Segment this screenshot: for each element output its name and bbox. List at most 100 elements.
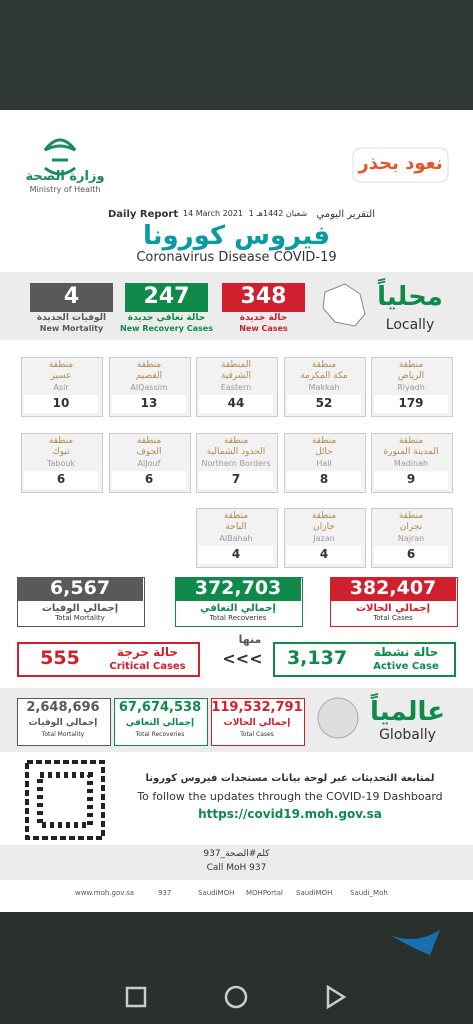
region-value: 179	[398, 396, 424, 410]
region-line1: منطقة	[48, 436, 74, 446]
top-bar	[0, 0, 473, 110]
social-handle: www.moh.gov.sa	[75, 889, 135, 897]
global-label-en: Total Cases	[240, 731, 274, 738]
critical-en: Critical Cases	[109, 661, 186, 672]
region-value: 44	[227, 396, 245, 410]
stat-box	[125, 283, 208, 312]
region-value: 13	[140, 396, 158, 410]
stat-label-en: New Cases	[239, 324, 288, 333]
social-handle: SaudiMOH	[198, 889, 235, 897]
stat-label-en: New Recovery Cases	[120, 324, 213, 333]
region-en: Northern Borders	[201, 459, 271, 468]
stat-value: 247	[143, 284, 190, 309]
stat-label-ar: حالة تعافي جديدة	[127, 313, 206, 323]
region-value-box	[199, 395, 273, 413]
call-ar: كلم#الصحة_937	[203, 849, 270, 859]
critical-box	[17, 642, 200, 677]
region-line2: الحدود الشمالية	[206, 447, 266, 457]
global-label-ar: إجمالي التعافي	[125, 718, 195, 728]
region-line2: حائل	[315, 447, 333, 457]
active-en: Active Case	[373, 661, 439, 672]
region-value: 9	[406, 472, 416, 486]
total-label-en: Total Cases	[373, 614, 413, 622]
region-line2: المدينة المنورة	[383, 447, 439, 457]
region-value-box	[199, 471, 273, 489]
region-value: 4	[319, 547, 329, 561]
region-value: 7	[231, 472, 241, 486]
social-handle: Saudi_Moh	[350, 889, 388, 897]
stat-value: 4	[63, 284, 80, 309]
global-value: 2,648,696	[26, 700, 100, 715]
region-line2: القصيم	[135, 371, 163, 381]
local-label-ar: محلياً	[377, 282, 443, 312]
global-label-en: Globally	[379, 727, 436, 743]
region-en: Hail	[316, 459, 332, 468]
region-line1: منطقة	[398, 436, 424, 446]
global-label-ar: إجمالي الوفيات	[28, 718, 98, 728]
stat-label-ar: حالة جديدة	[239, 313, 288, 323]
social-handle: SaudiMOH	[296, 889, 333, 897]
total-label-en: Total Mortality	[55, 614, 105, 622]
title-en: Coronavirus Disease COVID-19	[136, 250, 337, 265]
region-en: Makkah	[308, 383, 340, 392]
region-line1: منطقة	[136, 360, 162, 370]
stat-box	[30, 283, 113, 312]
region-value-box	[374, 471, 448, 489]
report-en: Daily Report	[108, 209, 179, 220]
call-en: Call MoH 937	[206, 863, 267, 873]
social-handle: 937	[158, 889, 172, 897]
active-value: 3,137	[286, 647, 348, 669]
region-value: 4	[231, 547, 241, 561]
stat-box	[222, 283, 305, 312]
region-line2: عسير	[50, 371, 72, 381]
global-label-en: Total Recoveries	[135, 731, 185, 738]
total-head	[330, 577, 456, 601]
region-line2: مكة المكرمة	[300, 371, 348, 381]
region-value-box	[24, 471, 98, 489]
region-line2: الشرقية	[220, 371, 252, 381]
region-line2: جازان	[313, 522, 335, 532]
region-en: AlJouf	[137, 459, 161, 468]
region-en: Jazan	[313, 534, 335, 543]
region-line1: منطقة	[398, 511, 424, 521]
region-value-box	[287, 546, 361, 564]
region-en: Eastern	[220, 383, 252, 392]
region-value-box	[112, 395, 186, 413]
critical-ar: حالة حرجة	[116, 645, 179, 659]
global-box	[114, 698, 208, 746]
total-label-en: Total Recoveries	[209, 614, 267, 622]
region-line2: الباحة	[225, 522, 247, 532]
region-line2: الجوف	[136, 447, 162, 457]
total-head	[175, 577, 301, 601]
of-which: منها	[238, 633, 262, 646]
url: https://covid19.moh.gov.sa	[198, 807, 382, 821]
region-en: AlBahah	[219, 534, 253, 543]
nav-bar	[0, 912, 473, 1024]
follow-en: To follow the updates through the COVID-…	[137, 790, 443, 803]
region-en: Riyadh	[397, 383, 425, 392]
stat-value: 348	[240, 284, 287, 309]
region-value: 52	[315, 396, 333, 410]
region-line1: منطقة	[398, 360, 424, 370]
region-en: Madinah	[393, 459, 429, 468]
region-value: 10	[52, 396, 70, 410]
region-en: Najran	[397, 534, 425, 543]
critical-value: 555	[40, 647, 80, 669]
region-value-box	[287, 395, 361, 413]
region-line1: منطقة	[223, 436, 249, 446]
total-head	[17, 577, 143, 601]
global-label-ar: عالمياً	[369, 697, 446, 727]
global-box	[17, 698, 111, 746]
region-value-box	[112, 471, 186, 489]
local-label-en: Locally	[385, 317, 435, 333]
active-box	[273, 642, 456, 677]
report-ar: التقرير اليومي	[316, 209, 375, 220]
total-value: 382,407	[349, 577, 437, 599]
region-value-box	[24, 395, 98, 413]
follow-ar: لمتابعة التحديثات عبر لوحة بيانات مستجدا…	[145, 773, 435, 784]
region-line1: منطقة	[48, 360, 74, 370]
ministry-en: Ministry of Health	[29, 185, 101, 194]
ministry-ar: وزارة الصحة	[25, 169, 105, 184]
region-value: 6	[406, 547, 416, 561]
